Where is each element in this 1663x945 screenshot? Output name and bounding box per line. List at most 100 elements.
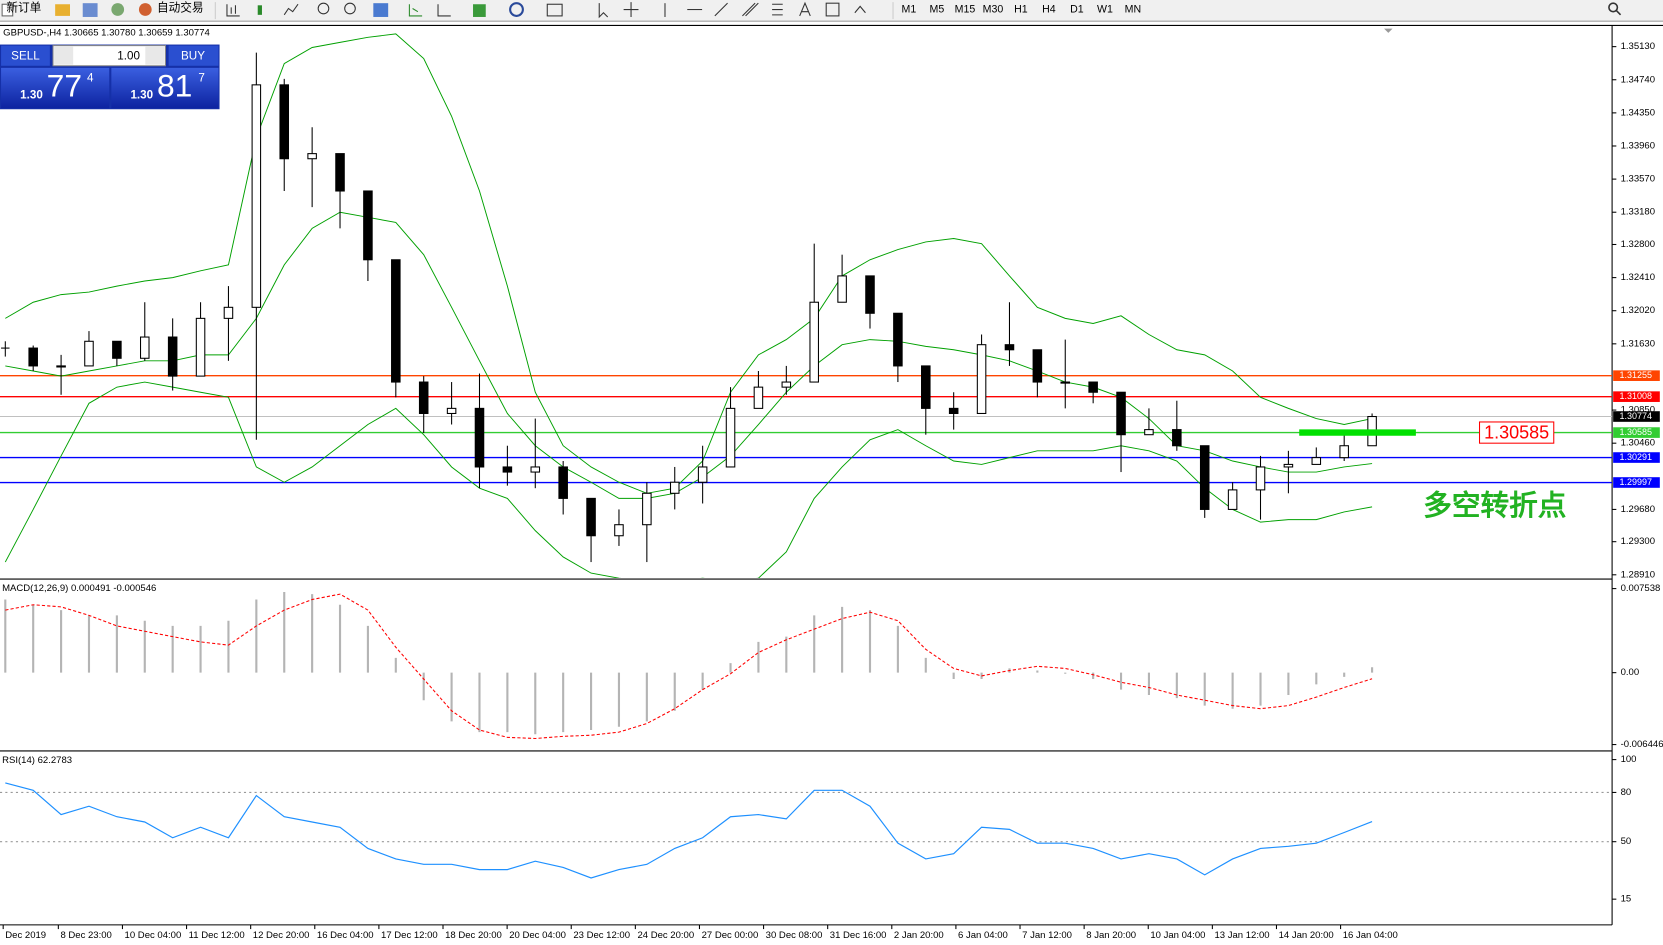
bid-quote[interactable] — [1, 67, 110, 109]
channel-tool[interactable] — [742, 2, 759, 17]
tile-tool[interactable] — [373, 3, 389, 17]
y-tick-label: 1.31630 — [1621, 338, 1655, 349]
candle-body — [139, 336, 150, 359]
cursor-tool[interactable] — [598, 3, 609, 19]
macd-signal — [5, 593, 1373, 740]
candle-body — [1255, 466, 1266, 491]
auto-trading-icon[interactable] — [138, 3, 152, 16]
text-tool[interactable] — [799, 1, 811, 17]
line-chart-tool[interactable] — [283, 3, 299, 16]
crosshair-tool[interactable] — [623, 2, 639, 17]
bid-big-figure: 1.30 — [20, 89, 43, 102]
indicators-tool[interactable] — [473, 4, 486, 17]
periods-tool[interactable] — [509, 2, 524, 17]
timeframe-button[interactable]: M5 — [930, 3, 945, 15]
candle-tool[interactable] — [257, 5, 262, 15]
arrows-tool[interactable] — [854, 5, 866, 14]
lot-increase[interactable] — [145, 46, 165, 65]
x-tick-label: 17 Dec 12:00 — [381, 930, 438, 941]
timeframe-button[interactable]: MN — [1125, 3, 1141, 15]
macd-plot — [4, 592, 1374, 740]
x-tick-label: 16 Dec 04:00 — [317, 930, 374, 941]
x-tick-label: 2 Jan 20:00 — [894, 930, 944, 941]
timeframe-button[interactable]: M15 — [955, 3, 976, 15]
new-order-icon[interactable] — [1, 3, 14, 17]
candle-body — [1199, 445, 1210, 510]
macd-tick-label: 0.00 — [1621, 667, 1640, 678]
candle-body — [669, 481, 680, 494]
zoom-in[interactable] — [317, 2, 330, 15]
rsi-tick-label: 80 — [1621, 787, 1632, 798]
buy-label[interactable]: BUY — [181, 49, 205, 62]
x-tick-label: 12 Dec 20:00 — [253, 930, 310, 941]
zoom-out[interactable] — [344, 2, 356, 15]
candle-body — [167, 336, 178, 377]
bollinger-middle — [5, 211, 1373, 499]
search-button[interactable] — [1615, 10, 1622, 16]
macd-header: MACD(12,26,9) 0.000491 -0.000546 — [2, 583, 156, 594]
timeframe-button[interactable]: M1 — [902, 3, 917, 15]
price-label: 1.31008 — [1620, 391, 1653, 401]
candle-body — [976, 344, 987, 414]
toolbar-icon[interactable] — [55, 4, 70, 16]
timeframe-button[interactable]: W1 — [1097, 3, 1113, 15]
new-order-button[interactable]: 新订单 — [6, 1, 41, 15]
toolbar-icon[interactable] — [82, 3, 98, 17]
candle-body — [307, 153, 317, 160]
search-button[interactable] — [1608, 2, 1619, 13]
timeframe-button[interactable]: H1 — [1014, 3, 1028, 15]
timeframe-button[interactable]: D1 — [1070, 3, 1084, 15]
candle-body — [837, 275, 847, 303]
marked-level-box — [1478, 421, 1555, 444]
x-tick-label: 30 Dec 08:00 — [766, 930, 823, 941]
candle-body — [84, 340, 94, 367]
trendline-tool[interactable] — [714, 2, 728, 17]
candle-body — [1144, 429, 1154, 436]
y-tick-label: 1.33570 — [1621, 174, 1655, 185]
bar-chart-tool[interactable] — [226, 4, 240, 17]
candle-body — [223, 306, 234, 319]
fibo-tool[interactable] — [772, 3, 783, 16]
price-label-bg — [1613, 477, 1660, 488]
candle-body — [28, 347, 38, 367]
x-tick-label: 18 Dec 20:00 — [445, 930, 502, 941]
ask-fraction: 7 — [198, 72, 204, 85]
chart-shift-tool[interactable] — [437, 4, 451, 17]
autoscroll-tool[interactable] — [408, 4, 423, 17]
candle-body — [251, 84, 262, 308]
candle-body — [195, 317, 206, 377]
candle-body — [502, 466, 513, 473]
shift-marker — [1384, 28, 1393, 33]
candle-body — [1004, 344, 1015, 351]
ask-quote[interactable] — [111, 67, 219, 109]
ask-big-figure: 1.30 — [130, 89, 153, 102]
x-tick-label: 31 Dec 16:00 — [830, 930, 887, 941]
x-tick-label: 23 Dec 12:00 — [573, 930, 630, 941]
lot-input[interactable] — [52, 45, 166, 67]
timeframe-button[interactable]: H4 — [1042, 3, 1056, 15]
auto-trading-button[interactable]: 自动交易 — [157, 1, 204, 15]
buy-button[interactable] — [168, 45, 219, 66]
x-tick-label: 8 Dec 23:00 — [60, 930, 111, 941]
timeframe-button[interactable]: M30 — [983, 3, 1004, 15]
candle-body — [753, 386, 764, 409]
rsi-tick-label: 50 — [1621, 836, 1632, 847]
chart-header: GBPUSD-,H4 1.30665 1.30780 1.30659 1.307… — [3, 27, 210, 38]
sell-label[interactable]: SELL — [11, 49, 40, 62]
lot-decrease[interactable] — [54, 46, 74, 65]
current-price-bg — [1613, 411, 1660, 422]
templates-tool[interactable] — [546, 3, 563, 17]
y-tick-label: 1.29680 — [1621, 504, 1655, 515]
order-panel: SELL 1.00 BUY 1.30 77 4 1.30 81 7 — [0, 44, 220, 110]
sell-button[interactable] — [1, 45, 50, 66]
y-tick-label: 1.32800 — [1621, 239, 1655, 250]
candle-body — [1311, 457, 1322, 465]
x-tick-label: 20 Dec 04:00 — [509, 930, 566, 941]
candle-body — [530, 466, 541, 473]
lot-value[interactable]: 1.00 — [117, 49, 140, 62]
candle-body — [1032, 349, 1043, 383]
toolbar-icon[interactable] — [111, 3, 125, 16]
candle-body — [921, 365, 931, 409]
label-tool[interactable] — [825, 2, 840, 17]
timeframes: M1 M5 M15 M30 H1 H4 D1 W1 MN — [902, 3, 1142, 15]
